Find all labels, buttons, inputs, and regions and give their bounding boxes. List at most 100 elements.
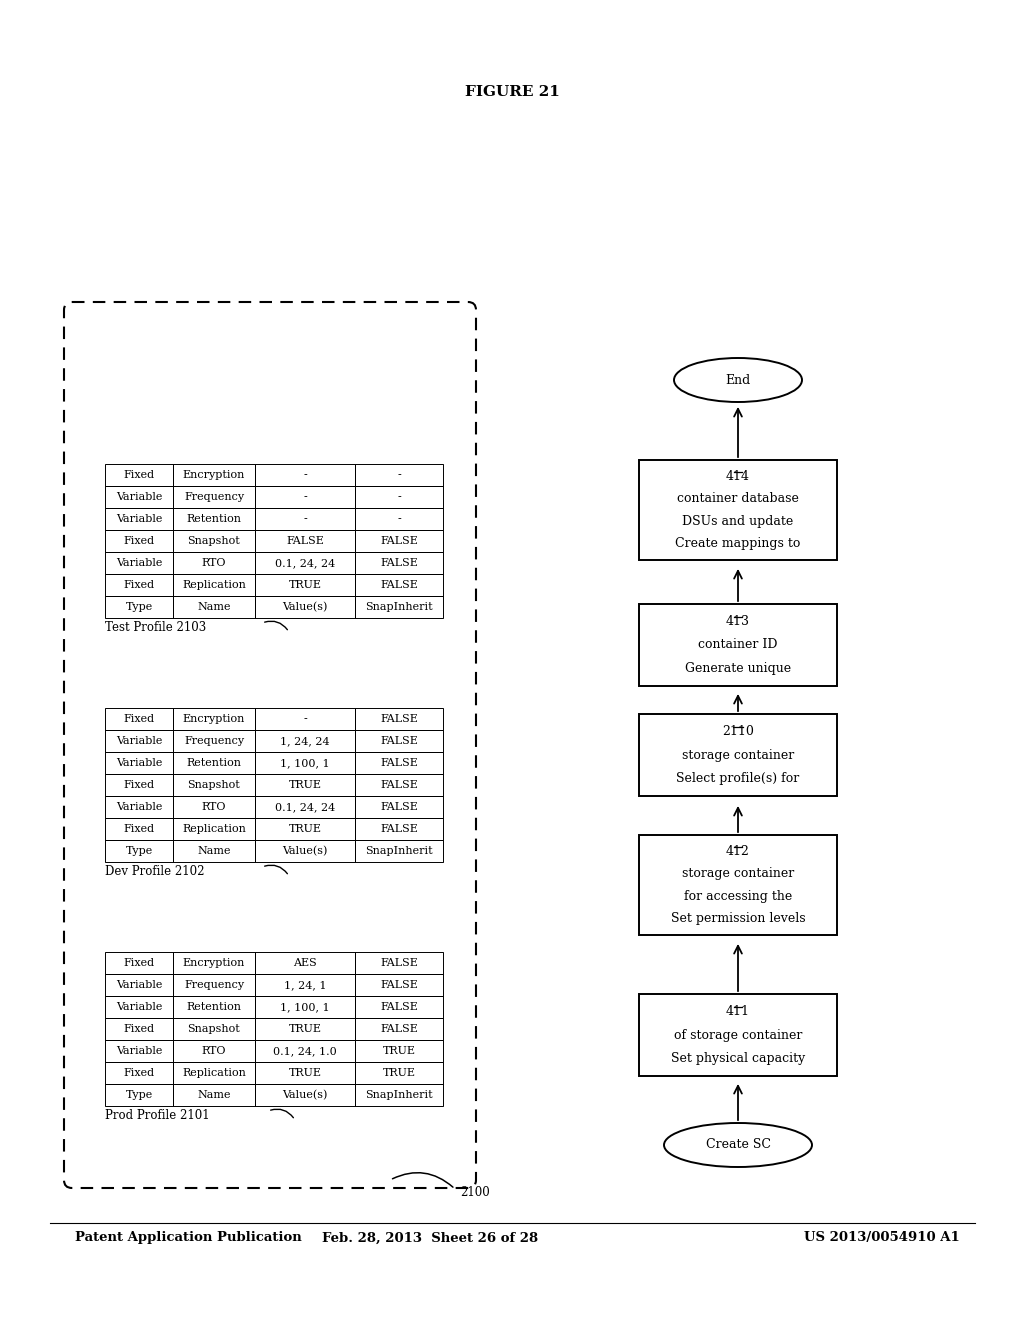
Text: Replication: Replication xyxy=(182,579,246,590)
Bar xyxy=(105,486,173,508)
Bar xyxy=(255,752,355,774)
Bar xyxy=(255,1084,355,1106)
Text: RTO: RTO xyxy=(202,1045,226,1056)
Text: Variable: Variable xyxy=(116,1045,162,1056)
Text: Frequency: Frequency xyxy=(184,737,244,746)
Bar xyxy=(173,774,255,796)
Bar xyxy=(173,1018,255,1040)
Bar xyxy=(255,818,355,840)
Text: 414: 414 xyxy=(726,470,750,483)
Bar xyxy=(105,708,173,730)
Text: TRUE: TRUE xyxy=(289,780,322,789)
Bar xyxy=(105,531,173,552)
Text: storage container: storage container xyxy=(682,867,795,880)
Text: Patent Application Publication: Patent Application Publication xyxy=(75,1232,302,1245)
Text: container ID: container ID xyxy=(698,639,778,652)
Text: FALSE: FALSE xyxy=(380,558,418,568)
Bar xyxy=(105,1063,173,1084)
Text: FALSE: FALSE xyxy=(380,737,418,746)
Bar xyxy=(173,818,255,840)
Bar xyxy=(173,752,255,774)
Ellipse shape xyxy=(674,358,802,403)
Bar xyxy=(105,974,173,997)
Text: 412: 412 xyxy=(726,845,750,858)
Bar xyxy=(639,459,837,560)
Text: FALSE: FALSE xyxy=(380,803,418,812)
Bar xyxy=(173,486,255,508)
Text: FALSE: FALSE xyxy=(286,536,324,546)
Bar xyxy=(355,486,443,508)
Bar xyxy=(105,818,173,840)
Text: container database: container database xyxy=(677,492,799,506)
Text: Type: Type xyxy=(125,602,153,612)
Bar xyxy=(355,1063,443,1084)
Bar xyxy=(355,708,443,730)
Text: SnapInherit: SnapInherit xyxy=(366,1090,433,1100)
Bar xyxy=(173,531,255,552)
Text: Fixed: Fixed xyxy=(124,470,155,480)
Bar xyxy=(255,1063,355,1084)
Bar xyxy=(255,486,355,508)
Bar xyxy=(355,597,443,618)
Bar xyxy=(105,597,173,618)
Bar xyxy=(255,597,355,618)
Text: Fixed: Fixed xyxy=(124,579,155,590)
Bar xyxy=(105,774,173,796)
Text: Fixed: Fixed xyxy=(124,1068,155,1078)
Text: Value(s): Value(s) xyxy=(283,846,328,857)
Text: Variable: Variable xyxy=(116,803,162,812)
Bar xyxy=(105,465,173,486)
Text: -: - xyxy=(303,492,307,502)
Text: Frequency: Frequency xyxy=(184,979,244,990)
Bar xyxy=(355,974,443,997)
Text: RTO: RTO xyxy=(202,803,226,812)
Text: Variable: Variable xyxy=(116,737,162,746)
Text: Generate unique: Generate unique xyxy=(685,661,792,675)
Text: Test Profile 2103: Test Profile 2103 xyxy=(105,620,206,634)
Text: Variable: Variable xyxy=(116,558,162,568)
Bar xyxy=(255,1018,355,1040)
Text: Fixed: Fixed xyxy=(124,1024,155,1034)
Bar xyxy=(355,1084,443,1106)
Bar xyxy=(105,730,173,752)
Text: RTO: RTO xyxy=(202,558,226,568)
Text: Variable: Variable xyxy=(116,1002,162,1012)
Bar xyxy=(255,531,355,552)
Bar xyxy=(255,1040,355,1063)
Bar xyxy=(355,552,443,574)
Text: FALSE: FALSE xyxy=(380,1024,418,1034)
Text: Fixed: Fixed xyxy=(124,714,155,723)
Text: Variable: Variable xyxy=(116,979,162,990)
Text: SnapInherit: SnapInherit xyxy=(366,846,433,855)
Bar xyxy=(173,465,255,486)
Bar xyxy=(173,1084,255,1106)
Text: -: - xyxy=(397,513,400,524)
Text: TRUE: TRUE xyxy=(383,1045,416,1056)
Bar xyxy=(173,574,255,597)
Bar xyxy=(355,574,443,597)
Text: Retention: Retention xyxy=(186,758,242,768)
Text: Fixed: Fixed xyxy=(124,536,155,546)
Bar xyxy=(105,952,173,974)
Text: Frequency: Frequency xyxy=(184,492,244,502)
Text: Value(s): Value(s) xyxy=(283,602,328,612)
Text: for accessing the: for accessing the xyxy=(684,890,793,903)
Text: 411: 411 xyxy=(726,1005,750,1018)
Text: Prod Profile 2101: Prod Profile 2101 xyxy=(105,1109,210,1122)
Text: Replication: Replication xyxy=(182,824,246,834)
Text: FALSE: FALSE xyxy=(380,958,418,968)
Bar xyxy=(355,730,443,752)
Text: -: - xyxy=(397,470,400,480)
Text: Fixed: Fixed xyxy=(124,958,155,968)
Text: FALSE: FALSE xyxy=(380,579,418,590)
Text: Encryption: Encryption xyxy=(183,470,245,480)
Bar xyxy=(173,708,255,730)
Text: Variable: Variable xyxy=(116,513,162,524)
Text: -: - xyxy=(303,470,307,480)
Text: 1, 24, 24: 1, 24, 24 xyxy=(281,737,330,746)
Text: of storage container: of storage container xyxy=(674,1028,802,1041)
Text: Snapshot: Snapshot xyxy=(187,780,241,789)
Bar xyxy=(255,952,355,974)
Bar xyxy=(173,997,255,1018)
Bar xyxy=(639,605,837,686)
